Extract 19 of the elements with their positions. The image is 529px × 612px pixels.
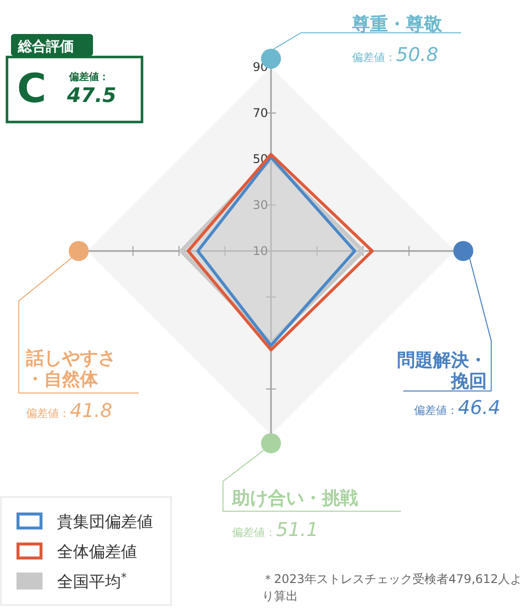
legend-label: 貴集団偏差値 <box>57 512 153 531</box>
text: 偏差値： <box>68 71 109 83</box>
text: C <box>17 66 46 112</box>
spoke-label: 問題解決・挽回 <box>397 350 487 392</box>
text: 47.5 <box>66 83 116 107</box>
text: 偏差値：41.8 <box>26 400 112 422</box>
text: 総合評価 <box>17 38 74 55</box>
text: 偏差値：50.8 <box>352 44 438 66</box>
text: 偏差値：51.1 <box>232 519 318 541</box>
spoke-label: 話しやすさ・自然体 <box>25 348 116 390</box>
spoke-label: 助け合い・挑戦 <box>231 488 358 509</box>
legend-label: 全国平均$^{*}$ <box>57 570 127 591</box>
y-tick-label: 30 <box>252 198 268 212</box>
text: 偏差値：46.4 <box>414 397 500 419</box>
text: ＊2023年ストレスチェック受検者479,612人より算出 <box>262 572 522 603</box>
y-tick-label: 10 <box>252 244 268 258</box>
y-tick-label: 70 <box>252 106 268 120</box>
legend-label: 全体偏差値 <box>57 542 137 561</box>
spoke-label: 尊重・尊敬 <box>351 14 443 35</box>
